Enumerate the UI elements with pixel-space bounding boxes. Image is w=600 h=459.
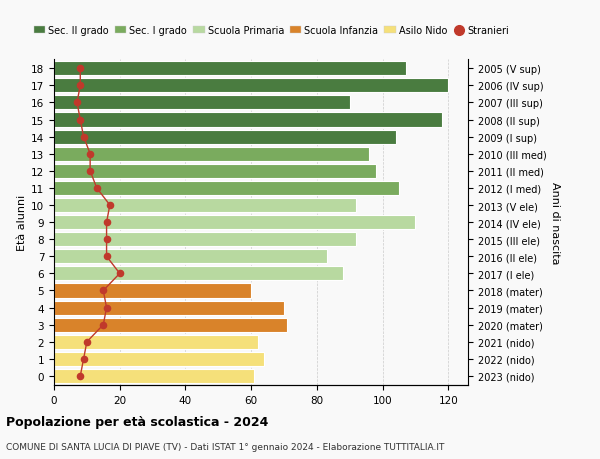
- Bar: [54, 267, 343, 281]
- Point: [76, 83, 85, 90]
- Bar: [54, 113, 442, 127]
- Bar: [54, 318, 287, 332]
- Point: [76, 65, 85, 73]
- Bar: [54, 164, 376, 179]
- Bar: [54, 96, 350, 110]
- Point: [102, 304, 112, 312]
- Point: [79, 134, 88, 141]
- Bar: [54, 147, 370, 162]
- Point: [115, 270, 125, 278]
- Point: [102, 219, 112, 226]
- Bar: [54, 130, 396, 144]
- Bar: [54, 352, 264, 366]
- Point: [105, 202, 115, 209]
- Bar: [54, 369, 254, 383]
- Bar: [54, 284, 251, 298]
- Point: [82, 338, 92, 346]
- Bar: [54, 181, 399, 196]
- Text: Popolazione per età scolastica - 2024: Popolazione per età scolastica - 2024: [6, 415, 268, 428]
- Point: [102, 236, 112, 243]
- Point: [76, 117, 85, 124]
- Text: COMUNE DI SANTA LUCIA DI PIAVE (TV) - Dati ISTAT 1° gennaio 2024 - Elaborazione : COMUNE DI SANTA LUCIA DI PIAVE (TV) - Da…: [6, 442, 445, 451]
- Bar: [54, 216, 415, 230]
- Point: [92, 185, 101, 192]
- Point: [85, 168, 95, 175]
- Point: [72, 100, 82, 107]
- Bar: [54, 233, 356, 246]
- Point: [85, 151, 95, 158]
- Point: [98, 287, 108, 295]
- Point: [79, 355, 88, 363]
- Legend: Sec. II grado, Sec. I grado, Scuola Primaria, Scuola Infanzia, Asilo Nido, Stran: Sec. II grado, Sec. I grado, Scuola Prim…: [30, 22, 513, 40]
- Point: [98, 321, 108, 329]
- Bar: [54, 62, 406, 76]
- Bar: [54, 250, 327, 264]
- Y-axis label: Età alunni: Età alunni: [17, 195, 27, 251]
- Point: [76, 373, 85, 380]
- Point: [102, 253, 112, 260]
- Bar: [54, 335, 258, 349]
- Bar: [54, 301, 284, 315]
- Y-axis label: Anni di nascita: Anni di nascita: [550, 181, 560, 264]
- Bar: [54, 199, 356, 213]
- Bar: [54, 79, 448, 93]
